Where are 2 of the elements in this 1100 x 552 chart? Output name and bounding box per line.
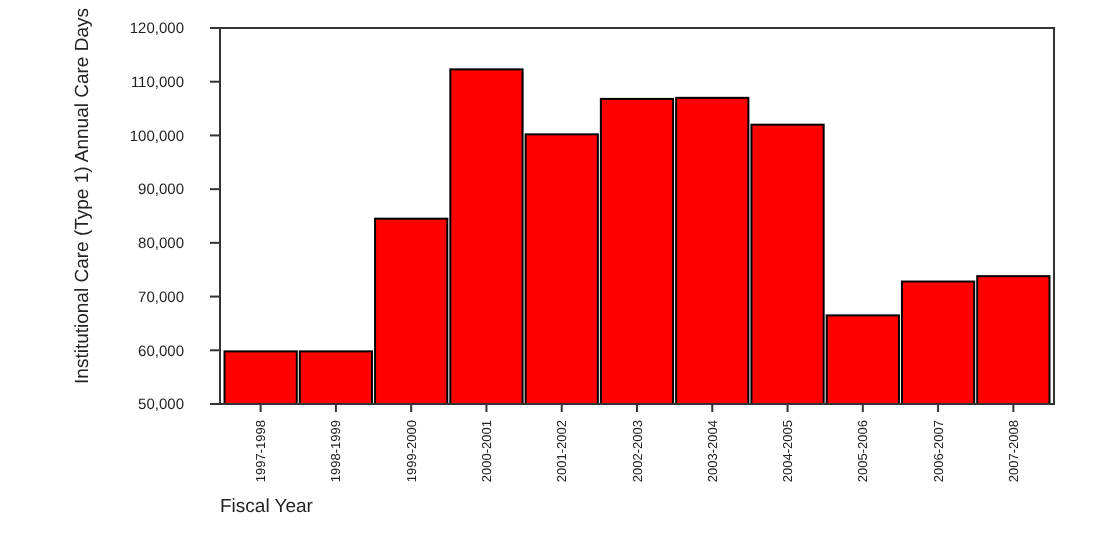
- y-axis-title: Institutional Care (Type 1) Annual Care Days: [72, 7, 94, 384]
- x-axis-title: Fiscal Year: [220, 496, 313, 518]
